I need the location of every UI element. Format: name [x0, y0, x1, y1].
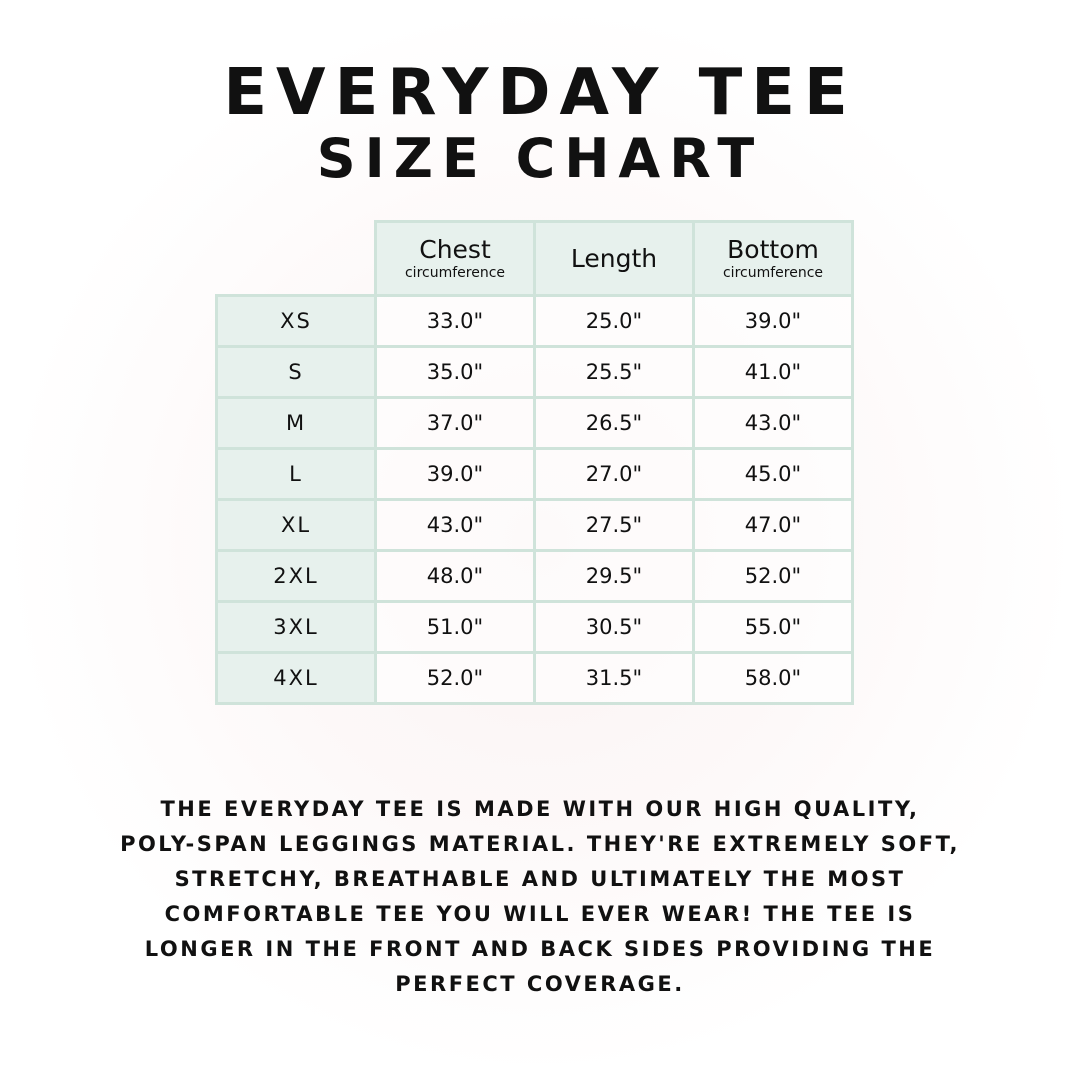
- description-line: LONGER IN THE FRONT AND BACK SIDES PROVI…: [144, 937, 936, 961]
- table-row: 3XL 51.0" 30.5" 55.0": [215, 600, 854, 654]
- column-title: Length: [570, 243, 658, 273]
- size-label: 2XL: [215, 549, 377, 603]
- chest-value: 51.0": [374, 600, 536, 654]
- size-label: S: [215, 345, 377, 399]
- title-line-2: SIZE CHART: [316, 127, 764, 190]
- chest-value: 37.0": [374, 396, 536, 450]
- bottom-value: 55.0": [692, 600, 854, 654]
- title-line-1: EVERYDAY TEE: [223, 56, 857, 130]
- chest-value: 52.0": [374, 651, 536, 705]
- chest-value: 43.0": [374, 498, 536, 552]
- column-header-bottom: Bottom circumference: [692, 220, 854, 297]
- bottom-value: 43.0": [692, 396, 854, 450]
- table-row: M 37.0" 26.5" 43.0": [215, 396, 854, 450]
- column-title: Bottom: [727, 234, 819, 264]
- chest-value: 39.0": [374, 447, 536, 501]
- description-line: PERFECT COVERAGE.: [395, 972, 685, 996]
- chest-value: 48.0": [374, 549, 536, 603]
- length-value: 27.5": [533, 498, 695, 552]
- bottom-value: 45.0": [692, 447, 854, 501]
- length-value: 25.0": [533, 294, 695, 348]
- size-label: M: [215, 396, 377, 450]
- chest-value: 35.0": [374, 345, 536, 399]
- bottom-value: 47.0": [692, 498, 854, 552]
- column-title: Chest: [419, 234, 491, 264]
- description-line: POLY-SPAN LEGGINGS MATERIAL. THEY'RE EXT…: [120, 832, 960, 856]
- column-header-length: Length: [533, 220, 695, 297]
- table-row: L 39.0" 27.0" 45.0": [215, 447, 854, 501]
- length-value: 27.0": [533, 447, 695, 501]
- header-row: Chest circumference Length Bottom circum…: [216, 220, 854, 297]
- table-row: XS 33.0" 25.0" 39.0": [215, 294, 854, 348]
- bottom-value: 41.0": [692, 345, 854, 399]
- table-row: XL 43.0" 27.5" 47.0": [215, 498, 854, 552]
- size-label: XS: [215, 294, 377, 348]
- length-value: 29.5": [533, 549, 695, 603]
- bottom-value: 58.0": [692, 651, 854, 705]
- size-label: L: [215, 447, 377, 501]
- description: THE EVERYDAY TEE IS MADE WITH OUR HIGH Q…: [0, 792, 1080, 1002]
- size-label: 3XL: [215, 600, 377, 654]
- table-row: S 35.0" 25.5" 41.0": [215, 345, 854, 399]
- corner-cell: [216, 221, 377, 297]
- chest-value: 33.0": [374, 294, 536, 348]
- bottom-value: 52.0": [692, 549, 854, 603]
- column-subtitle: circumference: [404, 264, 506, 281]
- size-chart-table: Chest circumference Length Bottom circum…: [215, 220, 854, 705]
- bottom-value: 39.0": [692, 294, 854, 348]
- table-row: 4XL 52.0" 31.5" 58.0": [215, 651, 854, 705]
- size-label: 4XL: [215, 651, 377, 705]
- description-line: THE EVERYDAY TEE IS MADE WITH OUR HIGH Q…: [160, 797, 920, 821]
- length-value: 30.5": [533, 600, 695, 654]
- description-line: STRETCHY, BREATHABLE AND ULTIMATELY THE …: [174, 867, 906, 891]
- table-row: 2XL 48.0" 29.5" 52.0": [215, 549, 854, 603]
- length-value: 31.5": [533, 651, 695, 705]
- length-value: 25.5": [533, 345, 695, 399]
- column-header-chest: Chest circumference: [374, 220, 536, 297]
- length-value: 26.5": [533, 396, 695, 450]
- description-line: COMFORTABLE TEE YOU WILL EVER WEAR! THE …: [164, 902, 916, 926]
- size-label: XL: [215, 498, 377, 552]
- column-subtitle: circumference: [722, 264, 824, 281]
